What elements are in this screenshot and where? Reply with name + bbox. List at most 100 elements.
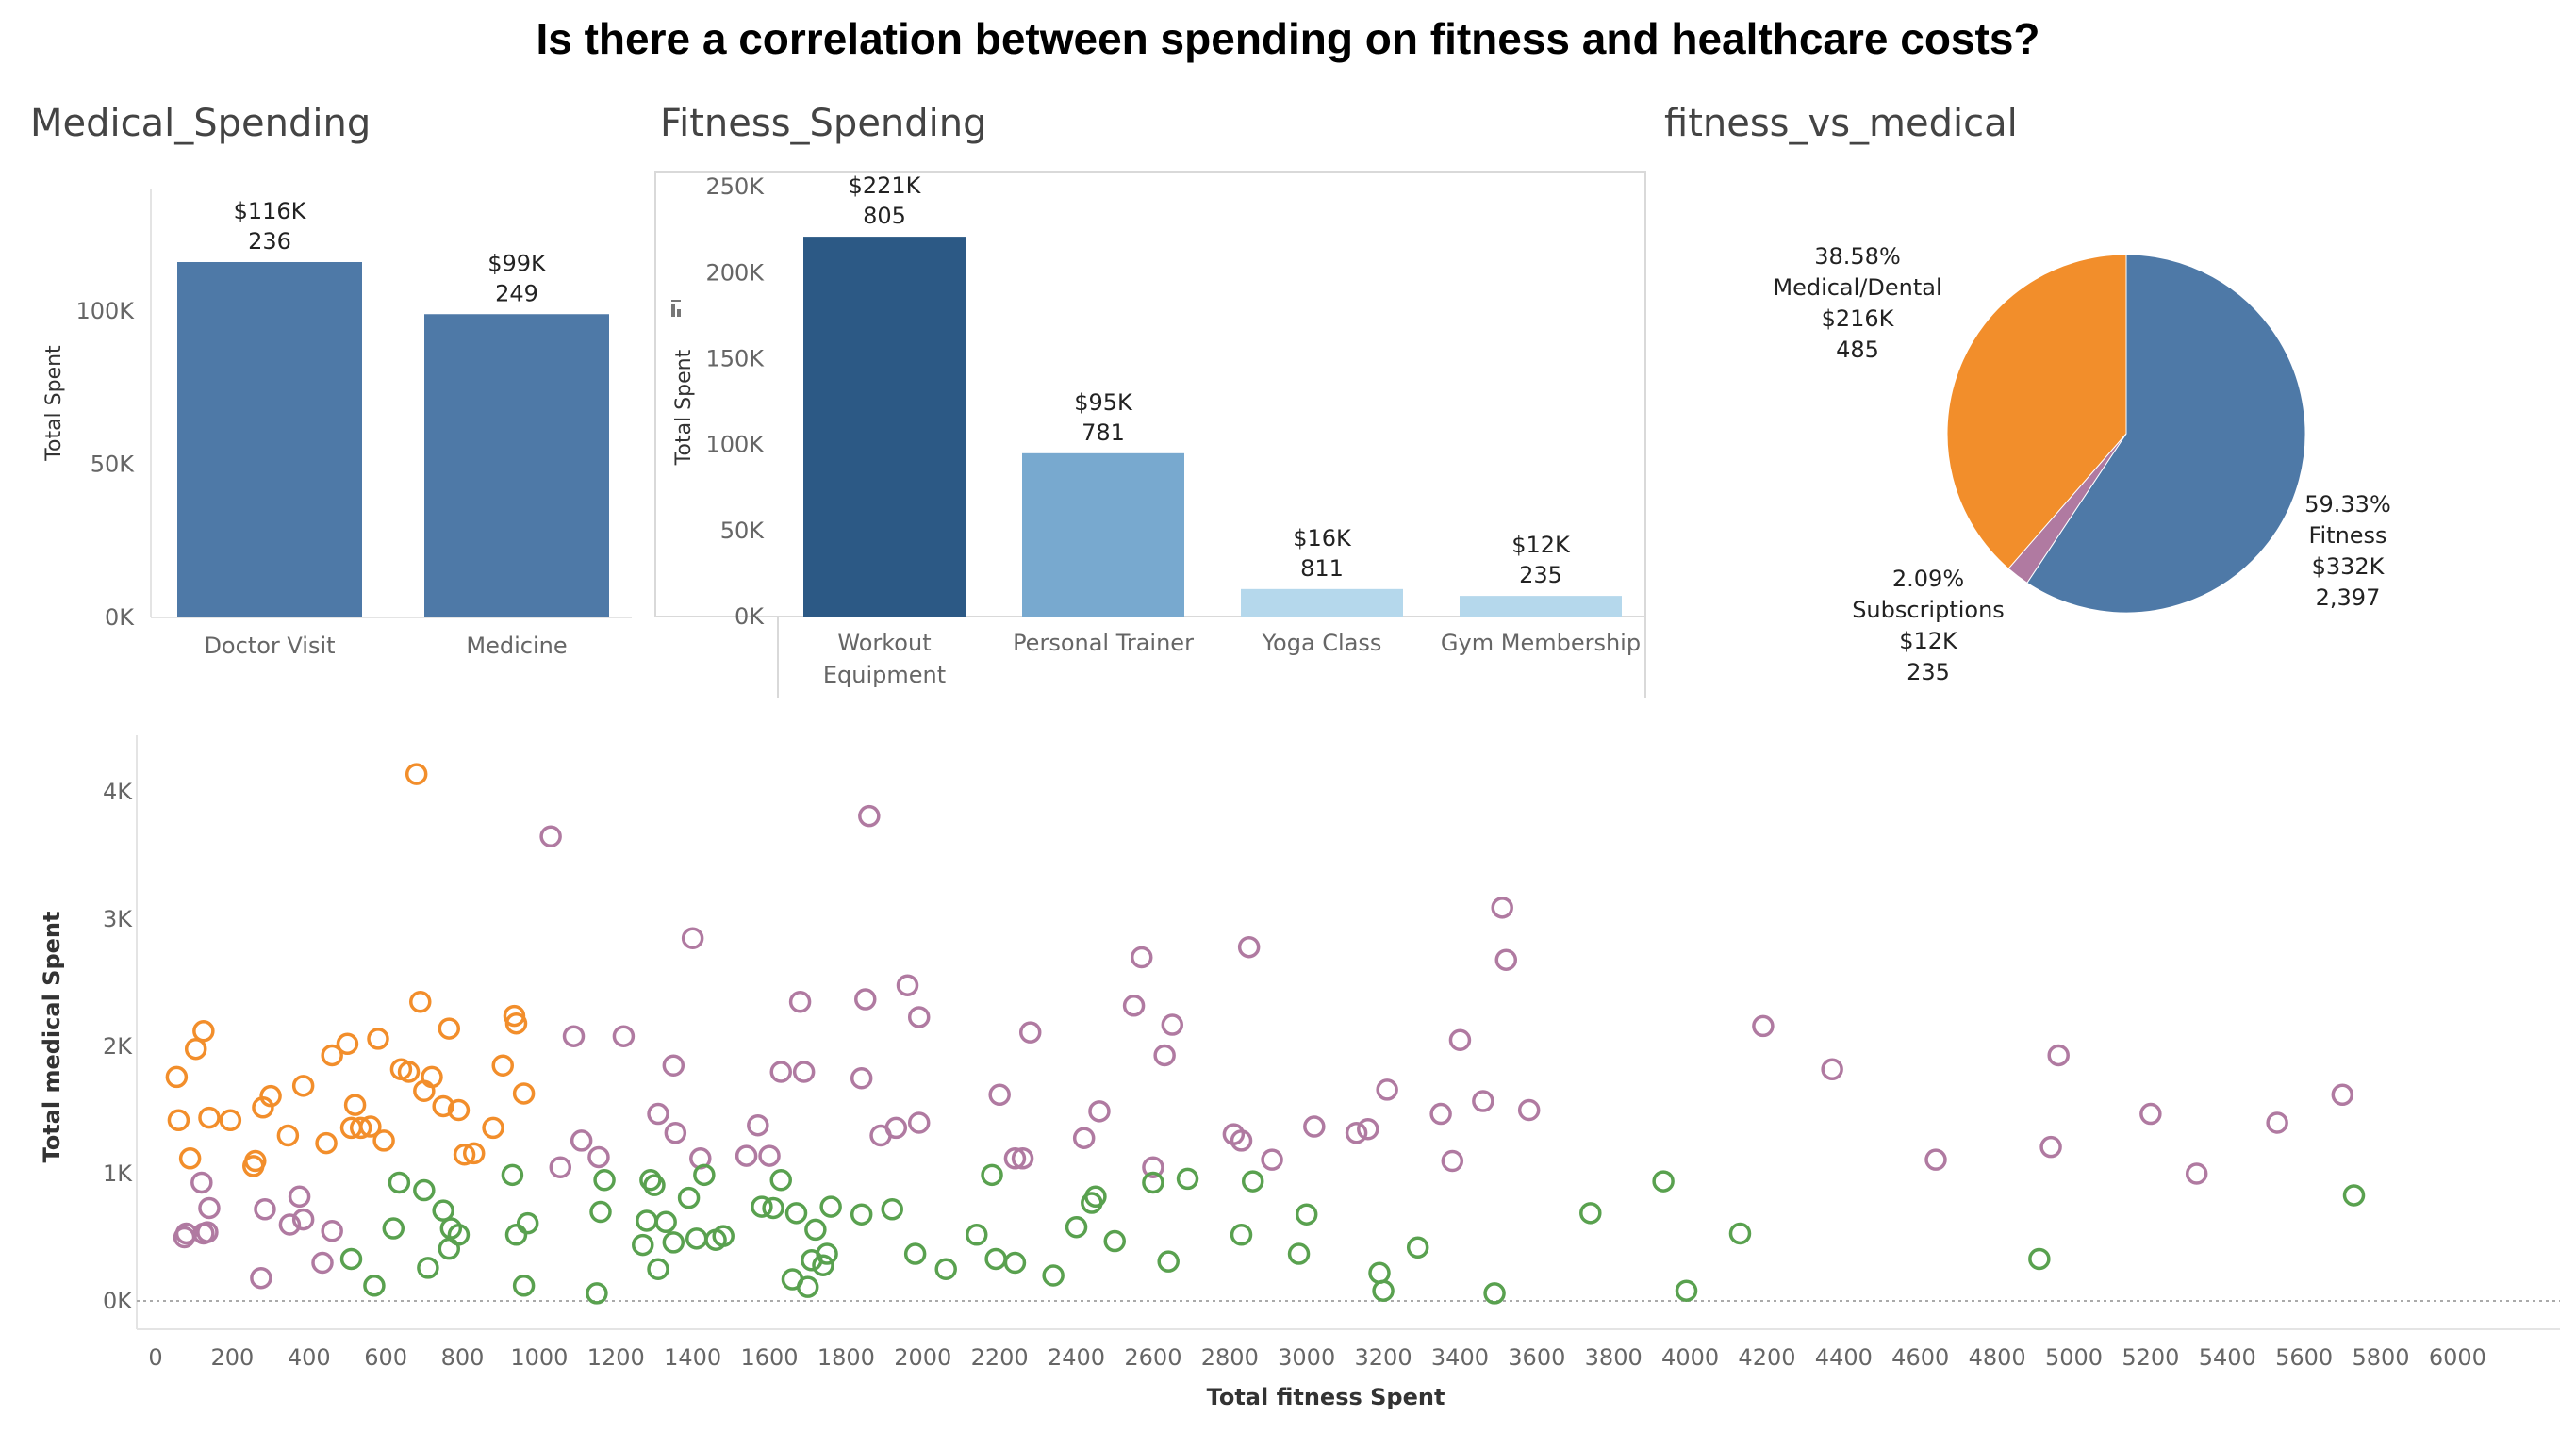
scatter-point-orange (343, 1094, 367, 1116)
y-tick-label: 250K (705, 173, 765, 200)
scatter-point-orange (192, 1020, 215, 1043)
scatter-point-green (501, 1163, 524, 1187)
x-tick-label: 1400 (664, 1344, 721, 1371)
scatter-point-orange (349, 1116, 372, 1140)
scatter-point-purple (1429, 1102, 1452, 1126)
x-tick-label: 600 (364, 1344, 407, 1371)
y-tick-label: 50K (720, 518, 766, 544)
scatter-point-green (1084, 1185, 1107, 1209)
scatter-point-green (966, 1224, 988, 1246)
x-tick-label: 2000 (894, 1344, 951, 1371)
scatter-point-purple (1072, 1127, 1096, 1149)
scatter-point-purple (278, 1213, 302, 1236)
x-tick-label: Workout (837, 630, 931, 656)
scatter-point-green (636, 1209, 658, 1232)
scatter-point-purple (1153, 1044, 1176, 1067)
scatter-point-green (1003, 1251, 1027, 1275)
scatter-point-green (1103, 1229, 1126, 1253)
x-tick-label: 6000 (2429, 1344, 2486, 1371)
x-tick-label: Gym Membership (1441, 630, 1641, 656)
pie-label: $332K (2312, 553, 2386, 580)
scatter-point-green (1483, 1282, 1506, 1305)
scatter-point-purple (1303, 1115, 1326, 1138)
fitness-spending-title: Fitness_Spending (660, 102, 987, 145)
pie-label: 2,397 (2316, 584, 2381, 611)
scatter-point-green (632, 1233, 654, 1257)
bar-0 (177, 262, 362, 617)
scatter-point-green (339, 1247, 363, 1271)
scatter-point-green (796, 1275, 819, 1298)
x-tick-label: 3000 (1278, 1344, 1335, 1371)
scatter-point-purple (250, 1266, 272, 1290)
x-tick-label: Personal Trainer (1013, 630, 1194, 656)
y-tick-label: 0K (735, 603, 765, 630)
bar-1 (1022, 452, 1184, 617)
x-tick-label: 5000 (2045, 1344, 2103, 1371)
scatter-point-green (589, 1200, 612, 1224)
scatter-point-green (1728, 1222, 1752, 1245)
scatter-point-orange (438, 1017, 461, 1040)
bar-0 (803, 237, 966, 617)
scatter-point-green (693, 1163, 716, 1187)
scatter-point-green (784, 1202, 808, 1225)
scatter-point-purple (1821, 1058, 1843, 1081)
scatter-point-purple (1357, 1118, 1379, 1141)
y-axis-title: Total medical Spent (39, 912, 65, 1163)
scatter-point-purple (1491, 897, 1513, 919)
scatter-point-purple (198, 1196, 221, 1220)
scatter-point-green (654, 1210, 677, 1234)
y-tick-label: 100K (75, 298, 135, 324)
y-tick-label: 0K (103, 1288, 133, 1314)
x-tick-label: 1800 (817, 1344, 875, 1371)
scatter-point-green (1042, 1264, 1065, 1287)
pie-label: $12K (1899, 628, 1958, 654)
scatter-point-orange (405, 763, 428, 785)
x-tick-label: Equipment (823, 662, 946, 688)
pie-slice-medical-dental (1946, 254, 2127, 569)
x-tick-label: 2600 (1124, 1344, 1181, 1371)
scatter-point-purple (854, 988, 877, 1011)
scatter-point-orange (242, 1155, 265, 1177)
scatter-point-orange (421, 1065, 443, 1089)
scatter-point-green (639, 1169, 662, 1192)
pie-slice-fitness (2026, 254, 2306, 614)
scatter-point-green (662, 1231, 685, 1254)
scatter-point-purple (562, 1025, 586, 1047)
scatter-point-orange (165, 1065, 189, 1089)
fitness-vs-medical-pie-chart: 59.33% Fitness $332K 2,397 2.09% Subscription… (1773, 243, 2391, 685)
scatter-point-purple (570, 1129, 593, 1152)
dashboard-title: Is there a correlation between spending … (536, 14, 2040, 63)
scatter-point-green (1675, 1279, 1698, 1302)
scatter-point-purple (587, 1145, 610, 1169)
scatter-point-green (984, 1247, 1007, 1271)
scatter-point-purple (792, 1061, 816, 1083)
x-tick-label: 5600 (2275, 1344, 2333, 1371)
scatter-point-orange (409, 991, 432, 1013)
scatter-point-green (751, 1195, 773, 1218)
scatter-point-green (1065, 1215, 1088, 1239)
scatter-point-purple (1161, 1013, 1184, 1036)
y-axis-title: Total Spent (672, 349, 696, 466)
scatter-point-green (363, 1275, 386, 1297)
scatter-point-green (712, 1225, 735, 1247)
bar-count-label: 805 (863, 203, 906, 229)
scatter-point-green (685, 1227, 708, 1250)
medical-spending-title: Medical_Spending (30, 102, 372, 145)
scatter-point-green (1176, 1167, 1199, 1191)
scatter-point-green (812, 1254, 834, 1276)
scatter-point-green (1652, 1170, 1675, 1193)
scatter-point-orange (336, 1032, 359, 1056)
pie-label: 59.33% (2304, 491, 2391, 518)
scatter-point-orange (167, 1109, 190, 1132)
pie-label: $216K (1822, 305, 1895, 332)
scatter-point-green (816, 1242, 838, 1265)
bar-value-label: $116K (234, 198, 307, 224)
fitness-spending-chart: 0K 50K 100K 150K 200K 250K Total Spent $221K 805… (654, 171, 1646, 698)
sort-icon (671, 304, 675, 317)
scatter-point-purple (1130, 946, 1153, 969)
scatter-point-purple (288, 1185, 311, 1209)
scatter-point-orange (482, 1116, 504, 1140)
scatter-point-purple (850, 1067, 873, 1090)
scatter-point-purple (2266, 1111, 2288, 1134)
scatter-point-purple (988, 1083, 1011, 1107)
